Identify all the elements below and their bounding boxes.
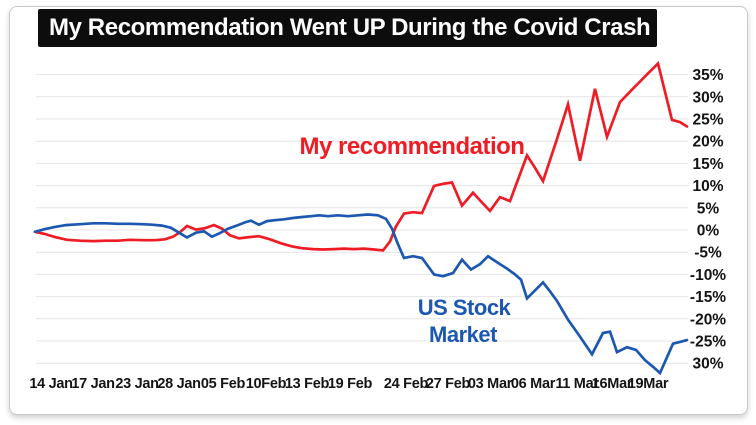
series-annotation: Market — [429, 322, 498, 347]
chart-title: My Recommendation Went UP During the Cov… — [49, 14, 651, 41]
x-tick-label: 14 Jan — [29, 376, 72, 392]
y-tick-label: 35% — [692, 67, 723, 84]
x-tick-label: 10Feb — [246, 376, 287, 392]
x-tick-label: 13 Feb — [285, 376, 330, 392]
y-tick-label: -20% — [690, 311, 726, 328]
x-tick-label: 06 Mar — [511, 376, 556, 392]
x-tick-label: 19Mar — [628, 376, 669, 392]
series-annotation: My recommendation — [300, 133, 525, 160]
y-tick-label: 0% — [697, 223, 720, 240]
y-tick-label: 5% — [697, 200, 720, 217]
x-tick-label: 17 Jan — [71, 376, 114, 392]
y-tick-label: -5% — [694, 245, 722, 262]
y-tick-label: -10% — [690, 267, 726, 284]
series-line-market — [33, 213, 689, 376]
x-tick-label: 23 Jan — [115, 376, 158, 392]
y-tick-label: -25% — [690, 334, 726, 351]
series-line-recommendation — [33, 60, 689, 252]
y-tick-label: 10% — [692, 178, 723, 195]
x-tick-label: 05 Feb — [201, 376, 246, 392]
x-tick-label: 16Mar — [592, 376, 633, 392]
series-annotation: US Stock — [418, 295, 512, 320]
x-tick-label: 27 Feb — [426, 376, 471, 392]
x-tick-label: 11 Mar — [555, 376, 599, 392]
y-tick-label: 30% — [692, 356, 723, 373]
x-tick-label: 24 Feb — [384, 376, 429, 392]
y-tick-label: 15% — [692, 156, 723, 173]
x-tick-label: 03 Mar — [468, 376, 513, 392]
y-tick-label: -15% — [690, 289, 726, 306]
y-tick-label: 30% — [692, 89, 723, 106]
y-tick-label: 20% — [692, 134, 723, 151]
chart-title-banner: My Recommendation Went UP During the Cov… — [38, 9, 657, 47]
y-tick-label: 25% — [692, 112, 723, 129]
x-tick-label: 19 Feb — [328, 376, 373, 392]
x-tick-label: 28 Jan — [157, 376, 200, 392]
